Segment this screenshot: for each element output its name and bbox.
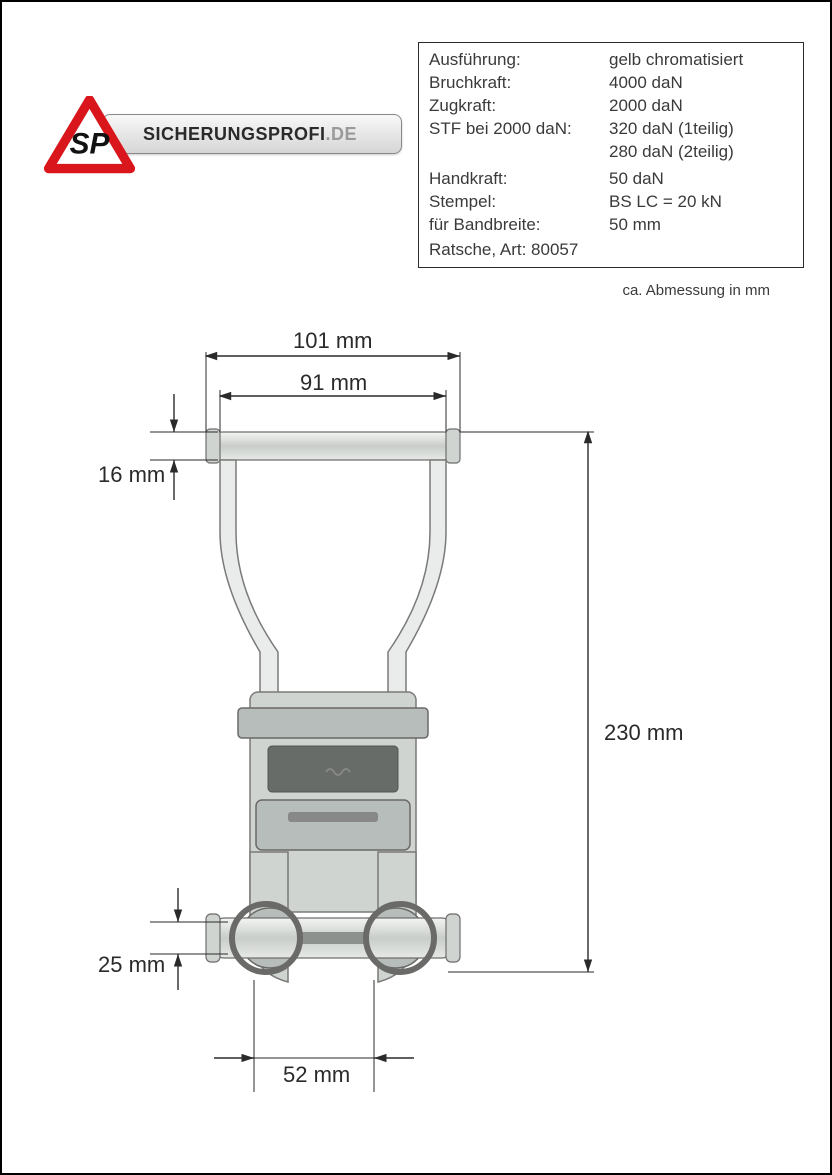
brand-tld: .DE <box>326 124 358 145</box>
spec-value: 2000 daN <box>609 95 793 118</box>
spec-value: 280 daN (2teilig) <box>609 141 793 164</box>
spec-value: gelb chromatisiert <box>609 49 793 72</box>
brand-name: SICHERUNGSPROFI <box>143 124 326 145</box>
datasheet-page: SICHERUNGSPROFI .DE SP Ausführung:gelb c… <box>0 0 832 1175</box>
spec-key: Handkraft: <box>429 168 609 191</box>
spec-key: Stempel: <box>429 191 609 214</box>
spec-value: 320 daN (1teilig) <box>609 118 793 141</box>
dim-height: 230 mm <box>604 720 683 746</box>
dim-inner-width: 52 mm <box>283 1062 350 1088</box>
spec-value: 4000 daN <box>609 72 793 95</box>
dimension-diagram: 101 mm 91 mm 16 mm 230 mm 25 mm 52 mm <box>88 332 748 1132</box>
dim-handle-dia: 16 mm <box>98 462 165 488</box>
spec-row: STF bei 2000 daN:320 daN (1teilig) <box>429 118 793 141</box>
spec-row: Ausführung:gelb chromatisiert <box>429 49 793 72</box>
spec-row: 280 daN (2teilig) <box>429 141 793 164</box>
badge-text: SP <box>70 128 110 161</box>
warning-triangle-icon: SP <box>42 96 137 176</box>
spec-key: Ausführung: <box>429 49 609 72</box>
spec-value: BS LC = 20 kN <box>609 191 793 214</box>
brand-logo-bar: SICHERUNGSPROFI .DE <box>102 114 402 154</box>
spec-article: Ratsche, Art: 80057 <box>429 239 793 262</box>
brand-logo: SICHERUNGSPROFI .DE SP <box>42 102 402 172</box>
dimension-caption: ca. Abmessung in mm <box>622 282 770 299</box>
spec-table: Ausführung:gelb chromatisiert Bruchkraft… <box>418 42 804 268</box>
spec-row: Stempel:BS LC = 20 kN <box>429 191 793 214</box>
spec-key: STF bei 2000 daN: <box>429 118 609 141</box>
dim-top-outer: 101 mm <box>293 328 372 354</box>
spec-value: 50 daN <box>609 168 793 191</box>
dim-axle-dia: 25 mm <box>98 952 165 978</box>
dim-top-inner: 91 mm <box>300 370 367 396</box>
spec-key: Zugkraft: <box>429 95 609 118</box>
spec-value: 50 mm <box>609 214 793 237</box>
spec-row: Zugkraft:2000 daN <box>429 95 793 118</box>
spec-row: Bruchkraft:4000 daN <box>429 72 793 95</box>
spec-key: für Bandbreite: <box>429 214 609 237</box>
spec-row: für Bandbreite:50 mm <box>429 214 793 237</box>
spec-key: Bruchkraft: <box>429 72 609 95</box>
spec-key <box>429 141 609 164</box>
spec-row: Handkraft:50 daN <box>429 168 793 191</box>
